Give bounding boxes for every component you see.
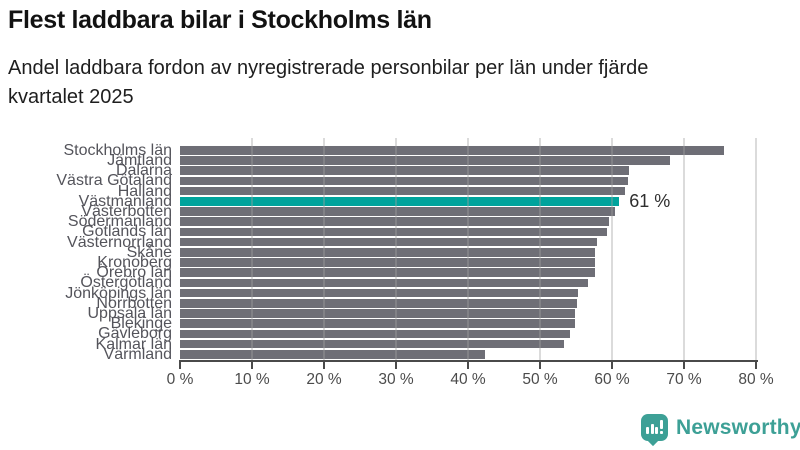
bar	[180, 217, 610, 226]
category-label: Norrbotten	[96, 294, 172, 312]
category-label: Blekinge	[110, 315, 172, 333]
gridline	[683, 138, 685, 360]
axis-tick-label: 70 %	[666, 371, 702, 388]
logo-bar-icon	[655, 427, 658, 434]
axis-tick-label: 20 %	[306, 371, 342, 388]
bar	[180, 350, 485, 359]
bar	[180, 248, 595, 257]
newsworthy-logo-icon	[641, 414, 668, 441]
category-label: Uppsala län	[87, 305, 173, 322]
logo-bar-icon	[646, 427, 649, 434]
axis-tick	[755, 362, 757, 369]
category-label: Västerbotten	[81, 203, 172, 220]
category-label: Skåne	[126, 243, 172, 261]
category-label: Stockholms län	[63, 141, 173, 159]
category-label: Östergötland	[80, 274, 172, 292]
bar	[180, 258, 595, 267]
axis-tick-label: 80 %	[738, 371, 774, 388]
bar	[180, 329, 571, 339]
axis-tick	[683, 362, 685, 369]
gridline	[323, 138, 325, 360]
bar	[180, 146, 724, 155]
category-label: Västra Götaland	[56, 172, 172, 190]
bar	[180, 166, 630, 175]
highlight-value-label: 61 %	[629, 191, 671, 212]
axis-tick	[323, 362, 325, 369]
bar	[180, 278, 588, 288]
category-label: Gotlands län	[82, 223, 172, 241]
category-label: Kronoberg	[97, 254, 172, 271]
category-label: Västernorrland	[67, 233, 172, 251]
bar	[180, 268, 595, 277]
logo-exclamation-icon	[659, 420, 663, 429]
bar	[180, 156, 670, 165]
axis-tick-label: 60 %	[594, 371, 630, 388]
axis-tick-label: 30 %	[378, 371, 414, 388]
axis-tick-label: 50 %	[522, 371, 558, 388]
category-label: Södermanland	[67, 213, 172, 231]
bar-highlighted	[180, 197, 620, 206]
category-label: Kalmar län	[95, 335, 172, 353]
axis-tick	[179, 362, 181, 369]
logo-bar-icon	[650, 424, 654, 434]
bar	[180, 237, 597, 247]
axis-tick	[467, 362, 469, 369]
axis-tick-label: 40 %	[450, 371, 486, 388]
bar	[180, 339, 564, 349]
bar	[180, 319, 575, 328]
category-label: Västmanland	[78, 192, 172, 210]
gridline	[395, 138, 397, 360]
bar	[180, 186, 625, 196]
gridline	[467, 138, 469, 360]
bar	[180, 227, 607, 237]
bar-chart: Stockholms län Jämtland Dalarna Västra Göta…	[56, 138, 774, 388]
category-label: Jönköpings län	[65, 284, 172, 302]
gridline	[611, 138, 613, 360]
category-label: Jämtland	[107, 152, 172, 169]
axis-tick-label: 0 %	[166, 371, 194, 388]
gridline	[755, 138, 757, 360]
brand-name: Newsworthy	[676, 416, 800, 439]
axis-tick-label: 10 %	[234, 371, 270, 388]
gridline	[539, 138, 541, 360]
chart-subtitle-line2: kvartalet 2025	[8, 86, 134, 108]
axis-tick	[395, 362, 397, 369]
axis-tick	[539, 362, 541, 369]
gridline	[251, 138, 253, 360]
axis-tick	[251, 362, 253, 369]
bar	[180, 309, 576, 318]
axis-tick	[611, 362, 613, 369]
bar	[180, 176, 628, 186]
category-label: Gävleborg	[98, 325, 172, 343]
category-label: Örebro län	[96, 264, 172, 282]
bar	[180, 207, 615, 216]
chart-subtitle-line1: Andel laddbara fordon av nyregistrerade …	[8, 57, 649, 79]
category-label: Halland	[117, 182, 172, 200]
category-label: Dalarna	[115, 162, 172, 180]
chart-subtitle: Andel laddbara fordon av nyregistrerade …	[8, 54, 648, 112]
chart-title: Flest laddbara bilar i Stockholms län	[8, 6, 432, 34]
category-label: Värmland	[103, 345, 172, 363]
bar	[180, 288, 579, 298]
logo-exclamation-icon	[659, 431, 663, 434]
x-axis-line	[179, 360, 758, 362]
bar	[180, 299, 578, 308]
